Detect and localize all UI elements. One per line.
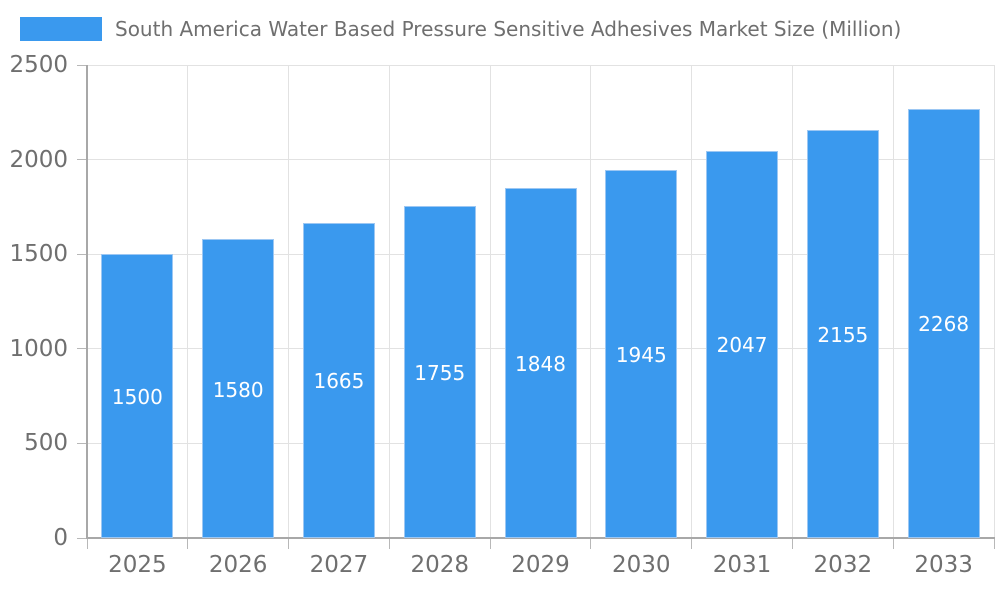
y-axis-tick — [77, 442, 87, 444]
bar-value-label: 1665 — [313, 369, 365, 394]
x-axis-tick — [288, 538, 290, 549]
x-axis-tick — [388, 538, 390, 549]
x-gridline — [388, 65, 390, 538]
x-axis-tick-label-2030: 2030 — [611, 552, 671, 578]
x-gridline — [187, 65, 189, 538]
y-axis-tick-label: 2500 — [9, 52, 68, 78]
x-axis-tick — [86, 538, 88, 549]
y-axis-tick-label: 1000 — [9, 335, 68, 362]
legend-swatch — [20, 17, 102, 41]
y-axis-tick — [77, 64, 87, 66]
x-axis-tick — [489, 538, 491, 549]
bar-2029[interactable]: 1848 — [504, 188, 577, 538]
y-axis-tick — [77, 348, 87, 350]
y-axis-tick — [77, 537, 87, 539]
x-axis-tick-label-2032: 2032 — [813, 552, 873, 578]
x-gridline — [892, 65, 894, 538]
legend-item[interactable]: South America Water Based Pressure Sensi… — [20, 15, 901, 43]
bar-value-label: 1500 — [111, 385, 163, 410]
bar-value-label: 1580 — [212, 377, 264, 402]
x-gridline — [489, 65, 491, 538]
bar-value-label: 1848 — [515, 352, 566, 377]
x-axis-tick-label-2028: 2028 — [410, 552, 469, 578]
x-axis-tick — [187, 538, 189, 549]
x-axis-tick-label-2033: 2033 — [914, 552, 973, 578]
x-axis-line — [86, 537, 995, 539]
y-axis-line — [86, 65, 88, 538]
bar-value-label: 2268 — [918, 312, 970, 337]
x-axis-tick-label-2027: 2027 — [309, 552, 369, 578]
y-gridline — [87, 159, 994, 161]
x-axis-tick — [892, 538, 894, 549]
bar-value-label: 1755 — [414, 360, 466, 385]
y-axis-tick-label: 0 — [53, 525, 68, 551]
bar-value-label: 1945 — [615, 342, 667, 367]
x-axis-tick-label-2026: 2026 — [208, 552, 268, 578]
bar-2027[interactable]: 1665 — [302, 222, 375, 538]
x-gridline — [288, 65, 290, 538]
bar-value-label: 2155 — [817, 323, 869, 348]
y-gridline — [87, 64, 994, 66]
bar-2028[interactable]: 1755 — [403, 205, 476, 538]
bar-2030[interactable]: 1945 — [605, 170, 678, 538]
y-axis-tick-label: 2000 — [9, 146, 68, 173]
bar-value-label: 2047 — [716, 333, 768, 358]
x-gridline — [590, 65, 592, 538]
legend-label: South America Water Based Pressure Sensi… — [115, 17, 902, 41]
x-axis-tick — [993, 538, 995, 549]
x-axis-tick — [590, 538, 592, 549]
y-axis-tick — [77, 253, 87, 255]
bar-2033[interactable]: 2268 — [907, 108, 980, 538]
x-axis-tick-label-2031: 2031 — [712, 552, 772, 578]
x-gridline — [791, 65, 793, 538]
bar-2031[interactable]: 2047 — [706, 150, 779, 538]
bar-2026[interactable]: 1580 — [202, 239, 275, 538]
x-axis-tick-label-2029: 2029 — [511, 552, 570, 578]
y-axis-tick-label: 500 — [24, 430, 68, 457]
y-axis-tick-label: 1500 — [9, 241, 68, 268]
x-axis-tick-label-2025: 2025 — [108, 552, 167, 578]
x-axis-tick — [691, 538, 693, 549]
x-axis-tick — [791, 538, 793, 549]
bar-2032[interactable]: 2155 — [806, 130, 879, 538]
y-axis-tick — [77, 159, 87, 161]
bar-2025[interactable]: 1500 — [101, 254, 174, 538]
x-gridline — [691, 65, 693, 538]
x-gridline — [993, 65, 995, 538]
